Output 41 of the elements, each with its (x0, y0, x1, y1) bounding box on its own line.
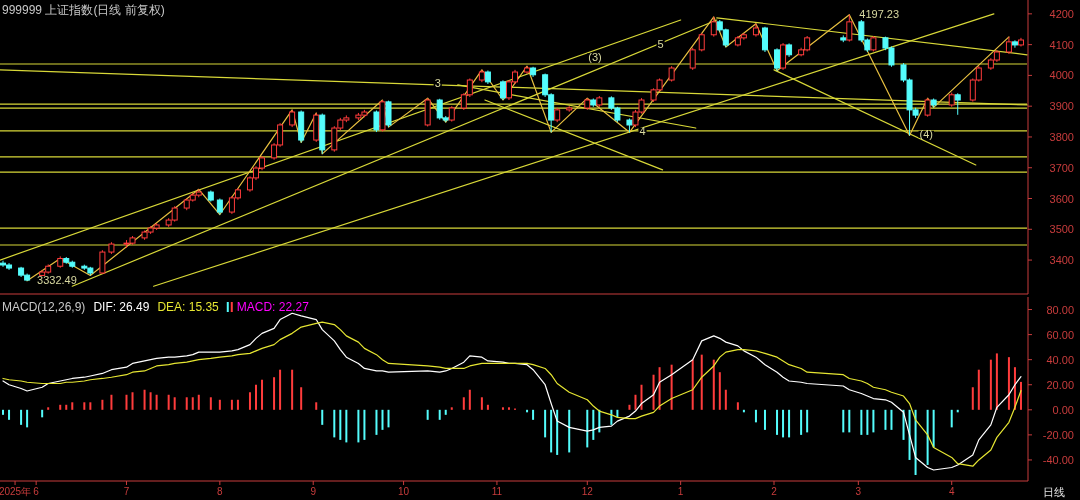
y-tick-label: -40.00 (1042, 453, 1074, 466)
y-tick-label: 3700 (1049, 161, 1074, 174)
x-tick-label: 11 (491, 486, 503, 497)
y-tick-label: 0.00 (1052, 403, 1074, 416)
x-tick-label: 2025年 (0, 486, 32, 497)
y-tick-label: 4000 (1049, 69, 1074, 82)
annotation: (4) (919, 128, 933, 141)
text: DIF: 26.49 (93, 300, 150, 314)
x-tick-label: 6 (33, 486, 40, 497)
chart-title: MACD(12,26,9) (2, 300, 86, 314)
y-tick-label: 3800 (1049, 130, 1074, 143)
chart-title: 999999 上证指数(日线 前复权) (2, 3, 165, 17)
x-tick-label: 2 (771, 486, 778, 497)
y-tick-label: 4100 (1049, 38, 1074, 51)
x-tick-label: 4 (948, 486, 955, 497)
y-tick-label: 4200 (1049, 7, 1074, 20)
y-tick-label: 20.00 (1046, 378, 1074, 391)
y-tick-label: 80.00 (1046, 303, 1074, 316)
annotation: 3 (434, 77, 441, 90)
y-tick-label: 60.00 (1046, 328, 1074, 341)
annotation: 4 (639, 125, 646, 138)
text: DEA: 15.35 (157, 300, 220, 314)
x-tick-label: 1 (677, 486, 684, 497)
y-tick-label: 3900 (1049, 100, 1074, 113)
x-tick-label: 3 (855, 486, 862, 497)
x-tick-label: 12 (581, 486, 594, 497)
y-tick-label: -20.00 (1042, 428, 1074, 441)
x-tick-label: 7 (123, 486, 130, 497)
annotation: (3) (588, 50, 602, 63)
annotation: 4197.23 (859, 7, 900, 20)
x-tick-label: 8 (217, 486, 224, 497)
text: 日线 (1043, 486, 1065, 498)
y-tick-label: 3400 (1049, 254, 1074, 267)
y-tick-label: 40.00 (1046, 353, 1074, 366)
y-tick-label: 3600 (1049, 192, 1074, 205)
annotation: 5 (657, 37, 664, 50)
legend-label: MACD: 22.27 (236, 300, 310, 314)
x-tick-label: 10 (398, 486, 410, 497)
x-tick-label: 9 (310, 486, 317, 497)
y-tick-label: 3500 (1049, 223, 1074, 236)
annotation: 3332.49 (37, 273, 77, 286)
